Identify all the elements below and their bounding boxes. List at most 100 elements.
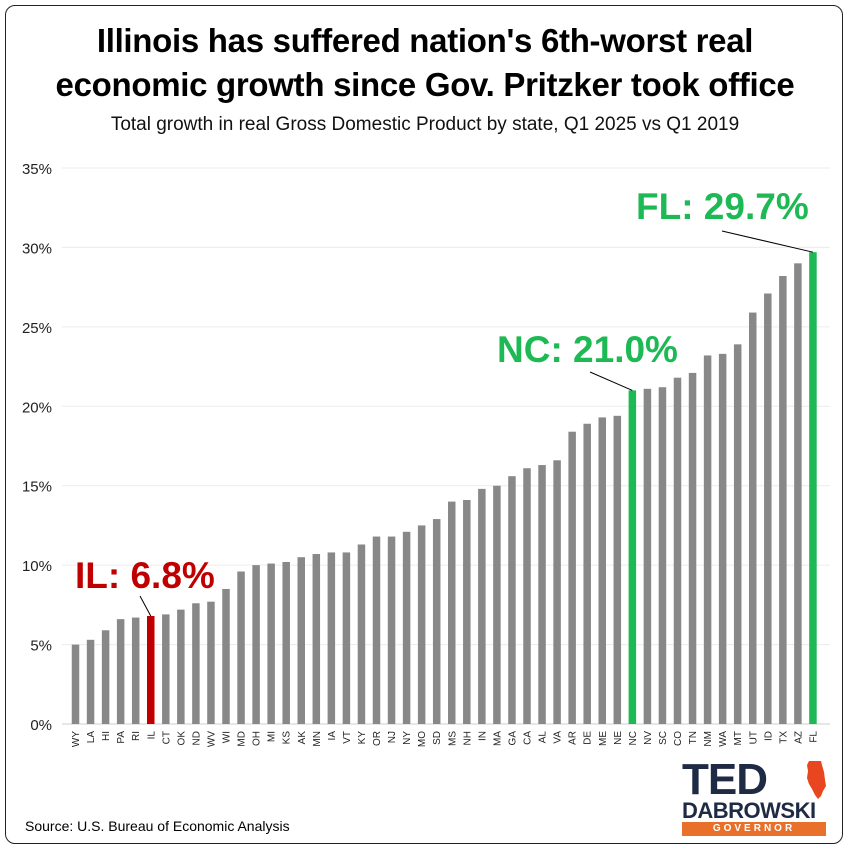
bar-sd bbox=[432, 519, 441, 724]
y-tick-label: 20% bbox=[22, 399, 52, 416]
bar-vt bbox=[342, 552, 351, 724]
bar-oh bbox=[252, 565, 260, 724]
x-tick-label: HI bbox=[101, 731, 112, 741]
y-tick-label: 10% bbox=[22, 558, 52, 575]
x-tick-label: MA bbox=[492, 731, 503, 746]
chart-title-line2: economic growth since Gov. Pritzker took… bbox=[55, 66, 795, 103]
y-tick-label: 0% bbox=[30, 717, 52, 734]
bar-wy bbox=[71, 644, 80, 724]
campaign-logo: TED DABROWSKI GOVERNOR bbox=[682, 758, 830, 838]
x-tick-label: DE bbox=[583, 731, 594, 745]
x-tick-label: NV bbox=[643, 731, 654, 745]
bar-ne bbox=[613, 415, 622, 724]
x-tick-label: PA bbox=[116, 731, 127, 744]
bar-fl bbox=[809, 252, 817, 725]
bar-or bbox=[372, 536, 381, 724]
bar-ut bbox=[749, 312, 757, 724]
bar-id bbox=[764, 293, 772, 724]
annotation-nc: NC: 21.0% bbox=[497, 329, 678, 370]
bar-ar bbox=[568, 431, 576, 724]
annotation-leader-fl bbox=[721, 230, 814, 253]
logo-dabrowski-text: DABROWSKI bbox=[682, 798, 816, 823]
bar-ca bbox=[523, 468, 531, 724]
x-tick-label: NJ bbox=[387, 731, 398, 743]
bar-mi bbox=[267, 563, 275, 724]
bar-ms bbox=[448, 501, 456, 724]
bar-ri bbox=[131, 617, 140, 724]
x-tick-label: VT bbox=[342, 731, 353, 744]
source-note: Source: U.S. Bureau of Economic Analysis bbox=[25, 818, 290, 834]
x-tick-label: OH bbox=[252, 731, 263, 746]
x-tick-label: IL bbox=[146, 731, 157, 740]
x-tick-label: ND bbox=[191, 731, 202, 745]
x-tick-label: SD bbox=[432, 731, 443, 745]
x-tick-label: CO bbox=[673, 731, 684, 746]
x-tick-label: TX bbox=[778, 731, 789, 744]
annotation-il: IL: 6.8% bbox=[75, 555, 215, 596]
x-tick-label: UT bbox=[748, 731, 759, 744]
chart-title-line1: Illinois has suffered nation's 6th-worst… bbox=[96, 22, 754, 59]
bar-la bbox=[86, 639, 95, 724]
bar-ma bbox=[493, 485, 501, 724]
x-tick-label: AK bbox=[297, 731, 308, 745]
bar-mt bbox=[733, 344, 742, 724]
x-tick-label: OR bbox=[372, 731, 383, 746]
x-tick-label: KS bbox=[282, 731, 293, 745]
bar-ia bbox=[327, 552, 336, 724]
x-tick-label: NH bbox=[462, 731, 473, 745]
bar-wv bbox=[207, 601, 215, 724]
bar-ga bbox=[508, 476, 516, 724]
y-tick-label: 15% bbox=[22, 479, 52, 496]
y-tick-label: 35% bbox=[22, 161, 52, 178]
bar-nj bbox=[387, 536, 396, 724]
bar-wi bbox=[222, 588, 230, 724]
bar-ak bbox=[297, 557, 305, 724]
bar-mn bbox=[312, 554, 321, 724]
illinois-state-icon bbox=[807, 761, 826, 799]
bar-de bbox=[583, 423, 591, 724]
x-tick-label: AZ bbox=[793, 731, 804, 744]
x-tick-label: NY bbox=[402, 731, 413, 745]
bar-ny bbox=[402, 531, 411, 724]
x-tick-label: CT bbox=[161, 731, 172, 744]
bar-co bbox=[673, 377, 682, 724]
bar-il bbox=[147, 615, 155, 724]
bar-md bbox=[237, 571, 245, 724]
y-tick-label: 25% bbox=[22, 320, 52, 337]
x-tick-label: WV bbox=[206, 731, 217, 747]
bar-nc bbox=[628, 390, 637, 724]
x-tick-label: CA bbox=[523, 731, 534, 745]
x-tick-label: ME bbox=[598, 731, 609, 746]
x-tick-label: MN bbox=[312, 731, 323, 747]
logo-governor-text: GOVERNOR bbox=[682, 822, 826, 836]
bar-nd bbox=[192, 603, 200, 724]
x-tick-label: RI bbox=[131, 731, 142, 741]
x-tick-label: MD bbox=[237, 731, 248, 747]
bar-me bbox=[598, 417, 606, 724]
bar-mo bbox=[417, 525, 426, 724]
x-tick-label: MO bbox=[417, 731, 428, 747]
bar-ct bbox=[162, 614, 170, 724]
annotation-leader-nc bbox=[589, 371, 633, 391]
bar-nm bbox=[703, 355, 712, 724]
bar-nh bbox=[463, 500, 471, 724]
x-tick-label: IN bbox=[477, 731, 488, 741]
annotation-fl: FL: 29.7% bbox=[636, 186, 809, 227]
x-tick-label: NM bbox=[703, 731, 714, 747]
chart-subtitle: Total growth in real Gross Domestic Prod… bbox=[110, 114, 740, 135]
x-tick-label: TN bbox=[688, 731, 699, 744]
y-tick-label: 30% bbox=[22, 240, 52, 257]
bar-nv bbox=[643, 388, 652, 724]
bar-al bbox=[538, 465, 546, 724]
bar-az bbox=[794, 263, 802, 724]
x-tick-label: FL bbox=[808, 731, 819, 743]
y-tick-label: 5% bbox=[30, 638, 52, 655]
bar-in bbox=[478, 488, 486, 724]
logo-ted-text: TED bbox=[682, 755, 768, 804]
bar-hi bbox=[101, 630, 110, 724]
x-tick-label: NE bbox=[613, 731, 624, 745]
bar-ks bbox=[282, 561, 290, 724]
x-tick-label: AL bbox=[538, 731, 549, 744]
bar-va bbox=[553, 460, 561, 724]
